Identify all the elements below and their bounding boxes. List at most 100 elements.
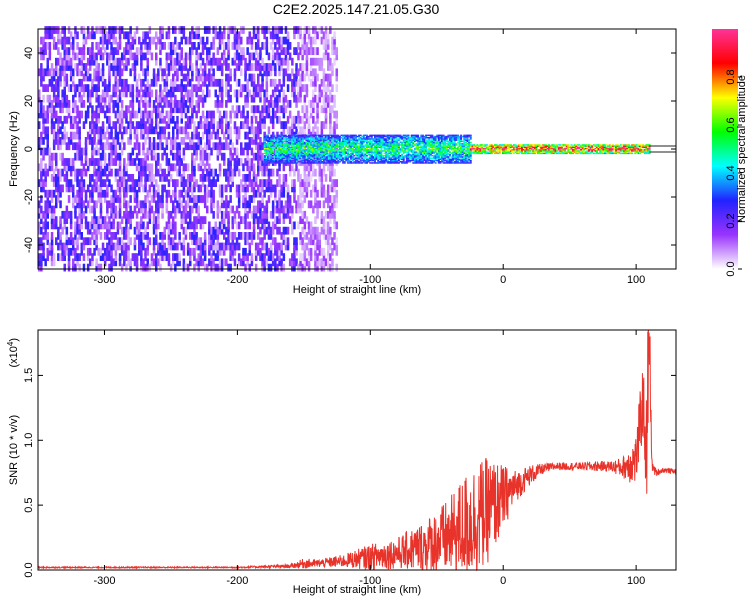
spectrogram-cell [112,243,115,251]
spectrogram-cell [310,174,313,182]
spectrogram-cell [217,200,220,208]
spectrogram-cell [208,258,211,266]
spectrogram-cell [333,121,336,129]
spectrogram-cell [40,158,43,166]
spectrogram-cell [249,195,252,203]
spectrogram-cell [185,179,188,187]
spectrogram-cell [78,126,81,134]
spectrogram-cell [83,26,86,34]
spectrogram-cell [102,121,105,129]
spectrogram-cell [72,116,75,124]
spectrogram-cell [301,237,304,245]
spectrogram-cell [225,169,228,177]
spectrogram-cell [121,148,124,156]
spectrogram-cell [176,42,179,50]
spectrogram-cell [176,116,179,124]
spectrogram-cell [272,237,275,245]
spectrogram-cell [257,74,260,82]
spectrogram-cell [57,68,60,76]
spectrogram-cell [217,58,220,66]
spectrogram-cell [112,121,115,129]
spectrogram-cell [174,222,177,230]
spectrogram-cell [144,153,147,161]
spectrogram-cell [289,163,292,171]
spectrogram-cell [287,237,290,245]
spectrogram-cell [310,200,313,208]
spectrogram-cell [333,31,336,39]
spectrogram-cell [240,216,243,224]
spectrogram-cell [161,26,164,34]
spectrogram-cell [274,135,276,137]
spectrogram-cell [81,148,84,156]
spectrogram-cell [81,111,84,119]
spectrogram-cell [336,190,339,198]
spectrogram-cell [291,58,294,66]
spectrogram-cell [129,68,132,76]
spectrogram-cell [240,26,243,34]
spectrogram-cell [310,222,313,230]
spectrogram-cell [287,84,290,92]
spectrogram-cell [89,121,92,129]
spectrogram-cell [272,185,275,193]
spectrogram-cell [61,185,64,193]
spectrogram-cell [81,169,84,177]
spectrogram-cell [329,26,332,34]
spectrogram-cell [66,116,69,124]
spectrogram-cell [333,243,336,251]
spectrogram-cell [208,222,211,230]
spectrogram-cell [121,100,124,108]
spectrogram-cell [153,258,156,266]
spectrogram-cell [136,153,139,161]
spectrogram-cell [333,179,336,187]
spectrogram-cell [225,58,228,66]
spectrogram-cell [49,190,52,198]
spectrogram-cell [280,58,283,66]
spectrogram-cell [336,84,339,92]
spectrogram-cell [280,121,283,129]
spectrogram-cell [223,153,226,161]
spectrogram-cell [57,58,60,66]
spectrogram-cell [161,68,164,76]
spectrogram-cell [40,253,43,261]
spectrogram-cell [89,174,92,182]
spectrogram-cell [129,185,132,193]
spectrogram-cell [161,142,164,150]
spectrogram-cell [325,174,328,182]
spectrogram-cell [200,74,203,82]
spectrogram-cell [49,200,52,208]
spectrogram-cell [89,74,92,82]
spectrogram-cell [98,42,101,50]
spectrogram-cell [136,211,139,219]
spectrogram-cell [208,163,211,171]
spectrogram-cell [232,206,235,214]
spectrogram-cell [66,227,69,235]
spectrogram-cell [283,264,286,272]
spectrogram-cell [185,37,188,45]
spectrogram-cell [49,79,52,87]
spectrogram-cell [178,253,181,261]
spectrogram-cell [181,47,184,55]
spectrogram-cell [176,169,179,177]
spectrogram-cell [212,111,215,119]
spectrogram-cell [272,90,275,98]
spectrogram-cell [51,232,54,240]
spectrogram-cell [89,47,92,55]
spectrogram-cell [291,206,294,214]
spectrogram-cell [257,243,260,251]
spectrogram-cell [57,116,60,124]
spectrogram-cell [168,90,171,98]
spectrogram-cell [81,26,84,34]
spectrogram-cell [89,222,92,230]
spectrogram-cell [293,222,296,230]
spectrogram-cell [249,31,252,39]
spectrogram-cell [229,195,232,203]
spectrogram-cell [331,258,334,266]
spectrogram-cell [129,153,132,161]
spectrogram-cell [185,53,188,61]
spectrogram-cell [268,126,271,134]
spectrogram-cell [112,100,115,108]
spectrogram-cell [66,74,69,82]
spectrogram-cell [151,163,154,171]
spectrogram-cell [161,232,164,240]
spectrogram-cell [132,84,135,92]
